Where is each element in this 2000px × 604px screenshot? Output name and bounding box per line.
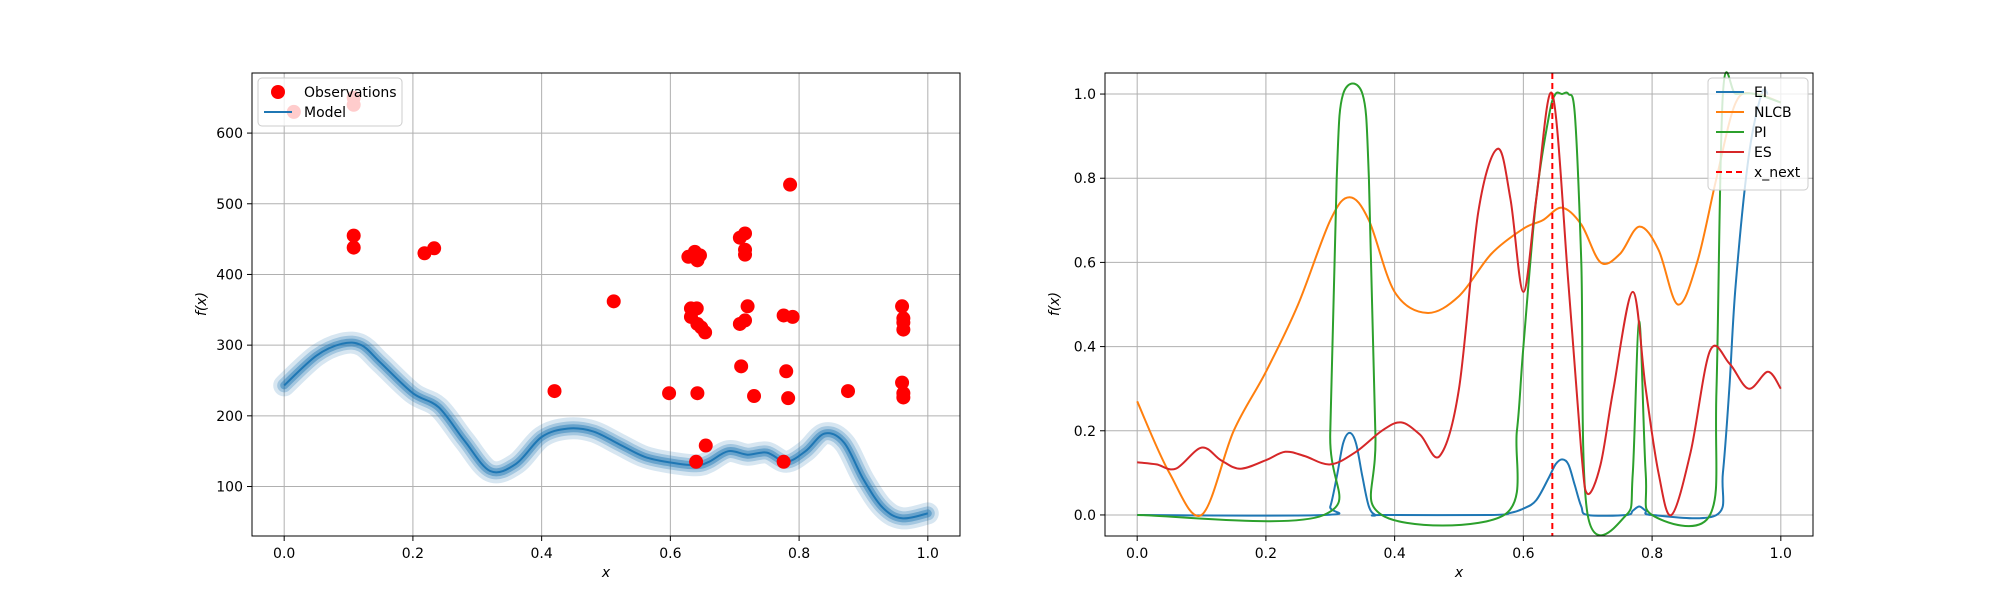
- observation-point: [690, 386, 705, 401]
- legend-es-label: ES: [1754, 145, 1772, 161]
- observation-point: [781, 391, 796, 406]
- observation-point: [895, 375, 910, 390]
- left-xtick-label-3: 0.6: [659, 546, 681, 562]
- left-ytick-label-3: 400: [216, 267, 243, 283]
- left-xtick-label-5: 1.0: [917, 546, 939, 562]
- left-ytick-label-2: 300: [216, 338, 243, 354]
- observation-point: [776, 454, 791, 469]
- right-legend: EI NLCB PI ES x_next: [1707, 77, 1809, 191]
- right-y-ticks: 0.0 0.2 0.4 0.6 0.8 1.0: [1074, 87, 1105, 524]
- left-xtick-label-4: 0.8: [788, 546, 810, 562]
- right-xtick-label-4: 0.8: [1641, 546, 1663, 562]
- observation-point: [689, 454, 704, 469]
- observation-point: [662, 386, 677, 401]
- legend-xnext-label: x_next: [1754, 165, 1801, 181]
- right-plot-frame: [1104, 72, 1814, 537]
- right-ytick-label-1: 0.2: [1074, 424, 1096, 440]
- legend-nlcb-label: NLCB: [1754, 105, 1792, 121]
- left-x-ticks: 0.0 0.2 0.4 0.6 0.8 1.0: [273, 536, 939, 562]
- right-y-axis-label: f(x): [1047, 292, 1063, 316]
- left-y-ticks: 100 200 300 400 500 600: [216, 126, 252, 496]
- series-ei-line: [1137, 88, 1769, 520]
- left-y-axis-label: f(x): [194, 292, 210, 316]
- right-ytick-label-4: 0.8: [1074, 171, 1096, 187]
- observation-point: [346, 240, 361, 255]
- observation-point: [896, 322, 911, 337]
- right-xtick-label-1: 0.2: [1255, 546, 1277, 562]
- right-ytick-label-2: 0.4: [1074, 340, 1096, 356]
- observation-point: [547, 384, 562, 399]
- left-plot-frame: [251, 72, 961, 537]
- observation-point: [841, 384, 856, 399]
- left-legend: Observations Model: [257, 77, 403, 127]
- observation-point: [740, 299, 755, 314]
- observation-point: [895, 299, 910, 314]
- series-es-line: [1137, 91, 1782, 517]
- legend-observations-marker: [271, 85, 285, 99]
- series-nlcb-line: [1136, 91, 1782, 517]
- observation-point: [738, 313, 753, 328]
- right-x-ticks: 0.0 0.2 0.4 0.6 0.8 1.0: [1126, 536, 1792, 562]
- left-xtick-label-1: 0.2: [402, 546, 424, 562]
- observation-point: [698, 325, 713, 340]
- left-ytick-label-0: 100: [216, 480, 243, 496]
- right-xtick-label-2: 0.4: [1384, 546, 1406, 562]
- observation-point: [692, 248, 707, 263]
- right-xtick-label-5: 1.0: [1770, 546, 1792, 562]
- left-xtick-label-0: 0.0: [273, 546, 295, 562]
- observation-point: [738, 247, 753, 262]
- right-ytick-label-3: 0.6: [1074, 255, 1096, 271]
- observation-point: [747, 389, 762, 404]
- observation-point: [738, 226, 753, 241]
- left-ytick-label-4: 500: [216, 197, 243, 213]
- right-ytick-label-0: 0.0: [1074, 508, 1096, 524]
- left-xtick-label-2: 0.4: [531, 546, 553, 562]
- right-x-axis-label: x: [1454, 565, 1464, 581]
- right-chart: 0.0 0.2 0.4 0.6 0.8 1.0 0.00.20.40.60.81.0 x …: [1047, 71, 1814, 581]
- right-xtick-label-0: 0.0: [1126, 546, 1148, 562]
- series-pi-line: [1137, 71, 1782, 537]
- legend-model-label: Model: [304, 105, 346, 121]
- model-line: [283, 341, 929, 520]
- left-ytick-label-5: 600: [216, 126, 243, 142]
- right-lines-layer: [1136, 71, 1782, 537]
- left-x-axis-label: x: [601, 565, 611, 581]
- observation-point: [734, 359, 749, 374]
- left-observations-layer: [286, 90, 911, 469]
- observation-point: [346, 228, 361, 243]
- legend-pi-label: PI: [1754, 125, 1767, 141]
- left-model-layer: [273, 331, 939, 530]
- right-legend-box: [1707, 77, 1809, 191]
- legend-observations-label: Observations: [304, 85, 397, 101]
- observation-point: [785, 309, 800, 324]
- right-ytick-label-5: 1.0: [1074, 87, 1096, 103]
- observation-point: [896, 390, 911, 405]
- observation-point: [427, 241, 442, 256]
- observation-point: [779, 364, 794, 379]
- observation-point: [606, 294, 621, 309]
- observation-point: [783, 177, 798, 192]
- legend-ei-label: EI: [1754, 85, 1767, 101]
- left-grid: [252, 73, 960, 536]
- left-ytick-label-1: 200: [216, 409, 243, 425]
- right-xtick-label-3: 0.6: [1512, 546, 1534, 562]
- observation-point: [698, 438, 713, 453]
- left-legend-box: [257, 77, 403, 127]
- right-grid: [1105, 73, 1813, 536]
